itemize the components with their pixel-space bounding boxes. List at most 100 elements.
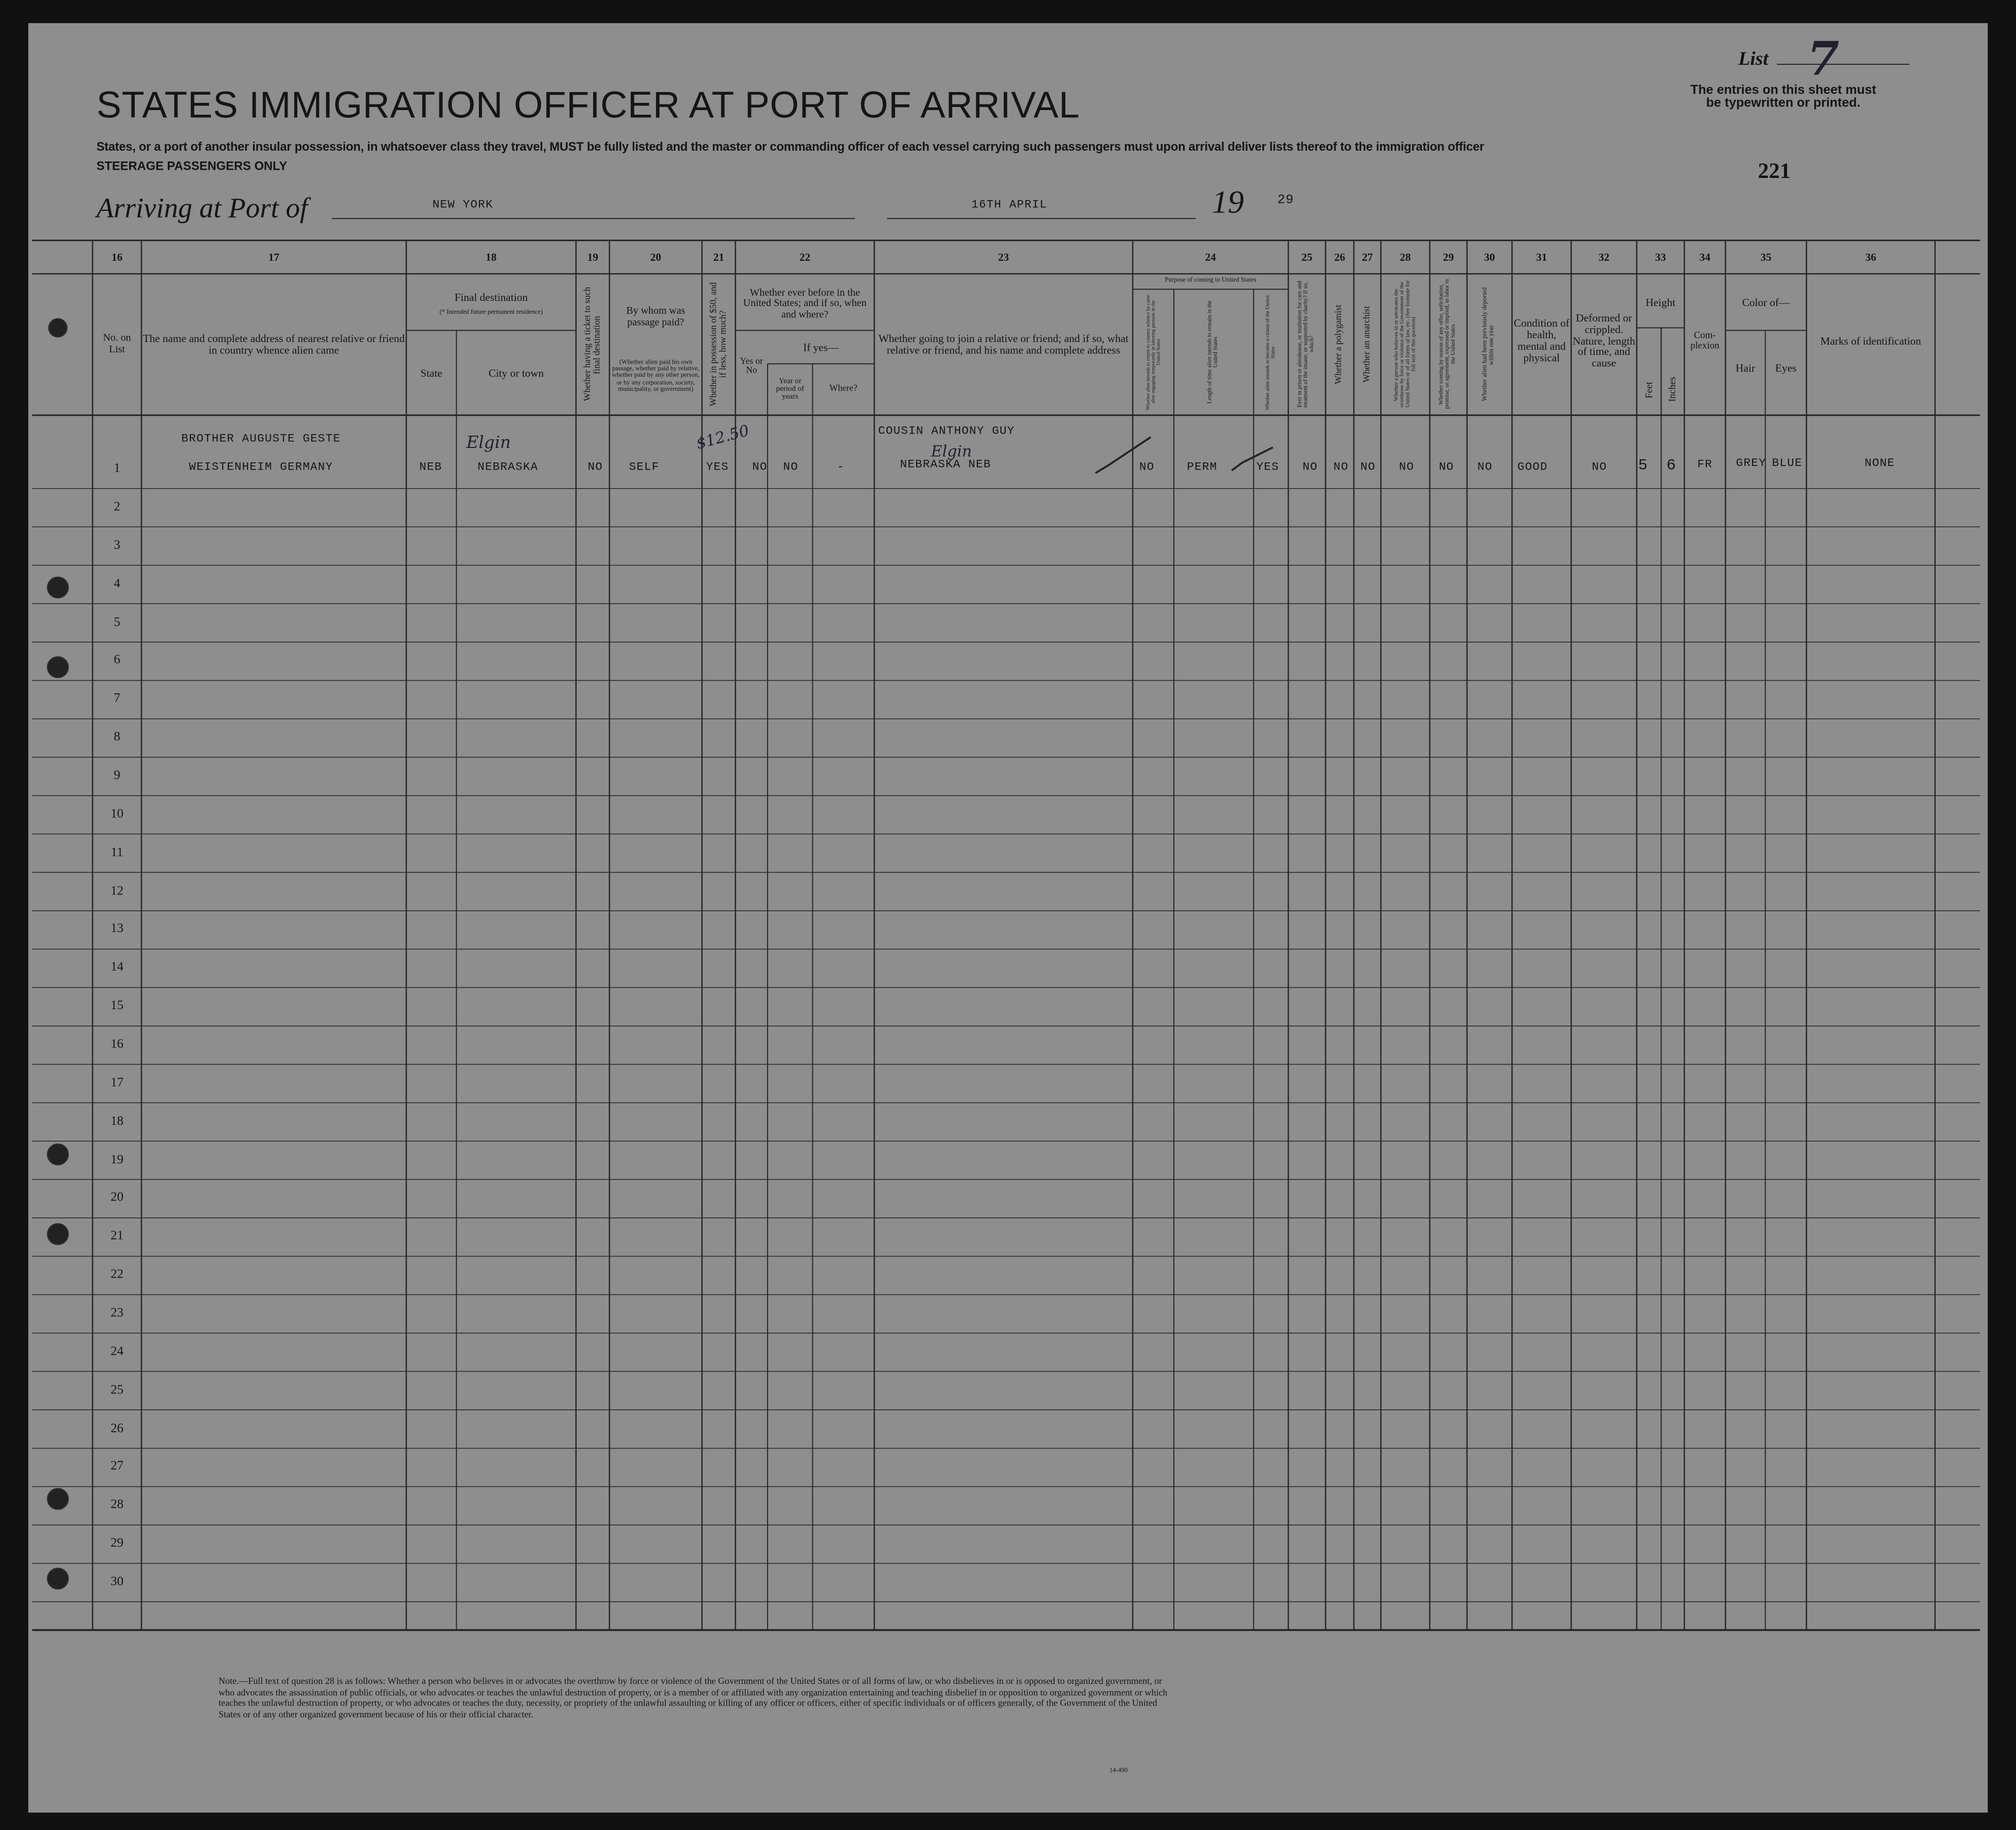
passenger-class: STEERAGE PASSENGERS ONLY xyxy=(96,159,288,174)
row-number: 26 xyxy=(110,1421,123,1436)
column-heading-box: Purpose of coming to United States xyxy=(1134,275,1287,288)
entry-ticket: NO xyxy=(587,461,603,474)
entry-length-of-stay: PERM xyxy=(1187,461,1218,474)
column-subheading-box: State xyxy=(407,348,455,397)
column-subheading-box: Hair xyxy=(1727,355,1764,382)
column-heading: Whether coming by reason of any offer, s… xyxy=(1438,279,1457,409)
column-subheading: Yes or No xyxy=(740,355,763,375)
entry-height-feet: 5 xyxy=(1638,456,1648,475)
entry-relative-address: WEISTENHEIM GERMANY xyxy=(189,461,333,474)
row-number: 30 xyxy=(110,1574,123,1589)
column-heading-box: Final destination xyxy=(407,286,575,307)
column-subheading-box: Length of time alien intends to remain i… xyxy=(1175,293,1252,411)
row-number: 24 xyxy=(110,1344,123,1359)
row-number: 4 xyxy=(114,577,120,591)
column-subheading: If yes— xyxy=(803,340,839,353)
column-heading: By whom was passage paid? xyxy=(626,304,685,328)
entry-height-inches: 6 xyxy=(1666,456,1676,475)
entry-before-in-us: NO xyxy=(752,461,768,474)
entry-anarchist: NO xyxy=(1360,461,1376,474)
column-subheading: Year or period of years xyxy=(776,377,805,402)
entry-deported: NO xyxy=(1477,461,1493,474)
entry-complexion: FR xyxy=(1697,458,1712,472)
column-heading: Whether a person who believes in or advo… xyxy=(1392,281,1417,408)
column-number: 28 xyxy=(1400,250,1411,263)
row-number: 16 xyxy=(110,1037,123,1052)
column-number: 27 xyxy=(1362,250,1373,263)
column-subheading: City or town xyxy=(488,366,544,379)
column-number: 35 xyxy=(1760,250,1772,263)
row-number: 13 xyxy=(110,922,123,937)
check-marks xyxy=(1095,436,1274,474)
column-heading-box: Whether coming by reason of any offer, s… xyxy=(1431,278,1466,411)
column-number: 21 xyxy=(713,250,724,263)
column-heading: Marks of identification xyxy=(1820,333,1921,347)
year: 29 xyxy=(1277,194,1294,208)
column-note-box: (Whether alien paid his own passage, whe… xyxy=(611,342,701,411)
entry-deformed: NO xyxy=(1592,461,1608,474)
column-heading: The name and complete address of nearest… xyxy=(142,331,405,356)
column-subheading-box: Feet xyxy=(1638,368,1660,411)
column-number: 31 xyxy=(1536,250,1547,263)
column-subheading: Whether alien intends to become a citize… xyxy=(1264,295,1276,410)
column-subheading: Hair xyxy=(1736,361,1755,374)
column-heading: Color of— xyxy=(1742,295,1790,308)
column-heading: Whether a polygamist xyxy=(1333,304,1344,385)
entry-hair: GREY xyxy=(1736,457,1767,470)
row-number: 23 xyxy=(110,1306,123,1320)
entry-state: NEB xyxy=(419,461,442,474)
row-number: 14 xyxy=(110,960,123,975)
column-heading: Whether having a ticket to such final de… xyxy=(582,287,602,402)
column-heading-box: Whether alien had been previously deport… xyxy=(1468,278,1510,411)
column-heading-box: Whether in possession of $50, and if les… xyxy=(703,278,734,411)
column-heading: Ever in prison or almshouse, or institut… xyxy=(1296,281,1315,408)
row-number: 2 xyxy=(114,500,120,514)
column-note-box: (* Intended future permanent residence) xyxy=(407,307,575,320)
row-number: 25 xyxy=(110,1383,123,1397)
column-subheading-box: City or town xyxy=(458,348,575,397)
row-number: 27 xyxy=(110,1459,123,1474)
entry-labor-offer: NO xyxy=(1439,461,1454,474)
row-number: 10 xyxy=(110,807,123,821)
column-subheading-box: Eyes xyxy=(1767,355,1805,382)
entry-join-address: NEBRASKA NEB xyxy=(900,458,991,472)
column-subheading: Length of time alien intends to remain i… xyxy=(1206,300,1219,404)
column-heading-box: Whether ever before in the United States… xyxy=(737,281,873,326)
entry-return: NO xyxy=(1139,461,1155,474)
column-subheading: Feet xyxy=(1643,381,1654,398)
row-number: 22 xyxy=(110,1267,123,1282)
column-heading: Whether in possession of $50, and if les… xyxy=(708,282,728,407)
row-number: 1 xyxy=(114,461,120,476)
column-number: 25 xyxy=(1301,250,1313,263)
entry-polygamist: NO xyxy=(1333,461,1349,474)
column-heading-box: Com-plexion xyxy=(1686,316,1724,365)
column-number: 29 xyxy=(1442,250,1454,263)
entry-prison: NO xyxy=(1303,461,1318,474)
entry-relative-name: BROTHER AUGUSTE GESTE xyxy=(181,433,341,446)
row-number: 18 xyxy=(110,1114,123,1128)
column-subheading-box: Yes or No xyxy=(737,348,766,384)
footnote-code: 14-490 xyxy=(1109,1768,1128,1775)
row-number: 6 xyxy=(114,653,120,668)
column-heading: Deformed or crippled. Nature, length of … xyxy=(1573,311,1635,370)
row-number: 17 xyxy=(110,1075,123,1090)
entry-join-name: COUSIN ANTHONY GUY xyxy=(878,425,1015,438)
column-number: 18 xyxy=(486,250,497,263)
column-heading-box: Deformed or crippled. Nature, length of … xyxy=(1573,297,1635,384)
row-number: 3 xyxy=(114,538,120,553)
column-subheading: Where? xyxy=(829,383,858,394)
punch-holes xyxy=(47,318,69,1590)
entry-city: NEBRASKA xyxy=(477,461,539,474)
column-heading-box: Whether a polygamist xyxy=(1327,278,1352,411)
column-heading: Whether ever before in the United States… xyxy=(743,286,867,320)
footnote: Note.—Full text of question 28 is as fol… xyxy=(218,1676,1168,1720)
column-heading: Whether an anarchist xyxy=(1361,306,1372,383)
column-number: 19 xyxy=(587,250,598,263)
column-number: 16 xyxy=(111,250,123,263)
handwritten-city: Elgin xyxy=(466,434,511,454)
column-note: (Whether alien paid his own passage, whe… xyxy=(612,360,700,393)
column-number: 26 xyxy=(1334,250,1345,263)
column-heading-box: Whether a person who believes in or advo… xyxy=(1382,278,1429,411)
